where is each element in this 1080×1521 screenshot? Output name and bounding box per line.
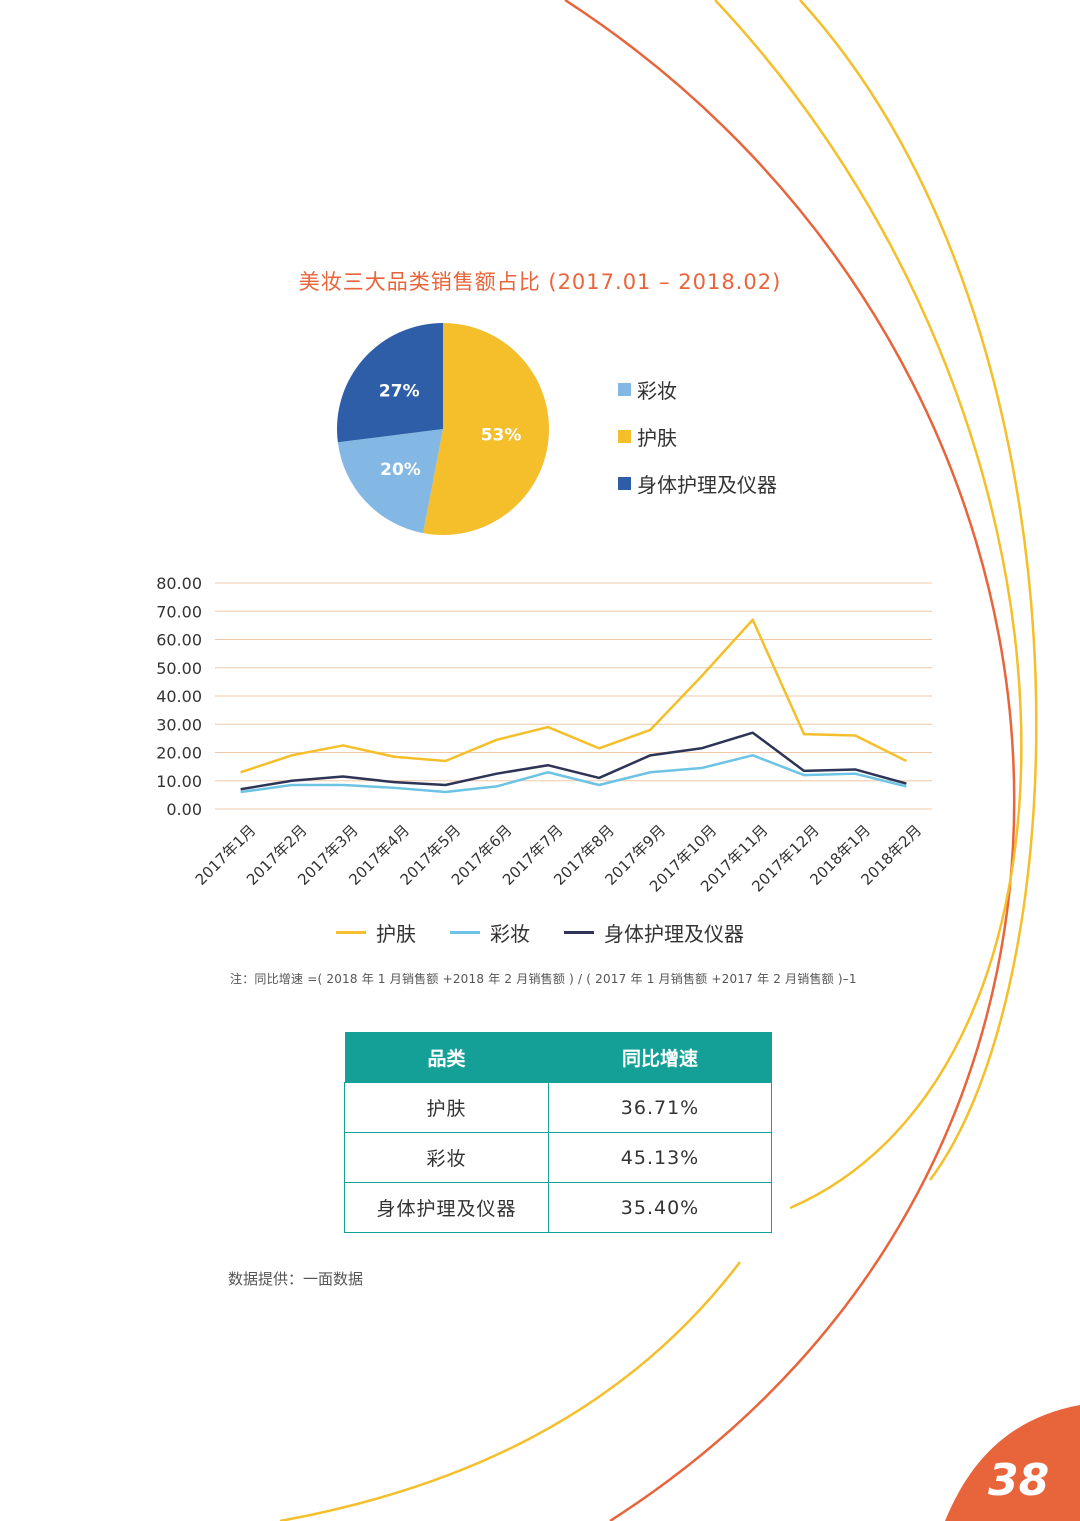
line-chart: 0.00 10.00 20.00 30.00 40.00 50.00 60.00 70.00 8… — [156, 574, 932, 896]
legend-swatch-skincare — [618, 430, 631, 443]
table-row: 护肤 36.71% — [344, 1082, 772, 1133]
pie-slice-1 — [337, 429, 443, 534]
line-legend-item-skincare: 护肤 — [336, 918, 416, 947]
page-corner-tab — [945, 1405, 1080, 1521]
y-tick-label: 0.00 — [166, 800, 202, 819]
line-legend-label: 身体护理及仪器 — [604, 922, 744, 946]
formula-note: 注：同比增速 =( 2018 年 1 月销售额 +2018 年 2 月销售额 )… — [230, 972, 857, 986]
line-legend-label: 护肤 — [376, 922, 416, 946]
y-tick-label: 10.00 — [156, 772, 202, 791]
pie-legend-label: 彩妆 — [637, 379, 677, 403]
table-row: 身体护理及仪器 35.40% — [344, 1182, 772, 1233]
series-line-2 — [240, 731, 907, 791]
pie-legend: 彩妆 护肤 身体护理及仪器 — [618, 366, 777, 507]
table-cell-category: 彩妆 — [344, 1132, 549, 1183]
line-legend-label: 彩妆 — [490, 922, 530, 946]
table-row: 彩妆 45.13% — [344, 1132, 772, 1183]
y-tick-label: 50.00 — [156, 659, 202, 678]
pie-chart-title: 美妆三大品类销售额占比 (2017.01 – 2018.02) — [298, 270, 782, 294]
table-cell-growth: 35.40% — [548, 1182, 772, 1233]
pie-legend-item-makeup: 彩妆 — [618, 366, 777, 413]
pie-chart: 53% 20% 27% — [337, 323, 549, 535]
legend-swatch-body — [618, 477, 631, 490]
table-cell-category: 护肤 — [344, 1082, 549, 1133]
line-legend-item-body: 身体护理及仪器 — [564, 918, 744, 947]
y-tick-label: 40.00 — [156, 687, 202, 706]
y-tick-label: 60.00 — [156, 631, 202, 650]
y-tick-label: 20.00 — [156, 744, 202, 763]
pie-slice-label: 27% — [379, 381, 420, 401]
line-legend-swatch-makeup — [450, 931, 480, 934]
y-tick-label: 80.00 — [156, 574, 202, 593]
series-line-1 — [240, 754, 907, 794]
table-cell-growth: 45.13% — [548, 1132, 772, 1183]
series-line-0 — [240, 618, 907, 774]
table-header-category: 品类 — [344, 1032, 549, 1083]
table-header-growth: 同比增速 — [548, 1032, 772, 1083]
table-header-row: 品类 同比增速 — [344, 1032, 772, 1083]
line-legend-swatch-body — [564, 931, 594, 934]
line-legend: 护肤 彩妆 身体护理及仪器 — [0, 918, 1080, 947]
table-cell-growth: 36.71% — [548, 1082, 772, 1133]
line-legend-swatch-skincare — [336, 931, 366, 934]
pie-slice-0 — [423, 323, 549, 535]
page-number: 38 — [988, 1455, 1050, 1506]
pie-legend-label: 身体护理及仪器 — [637, 473, 777, 497]
pie-slice-label: 20% — [380, 460, 421, 480]
pie-legend-item-skincare: 护肤 — [618, 413, 777, 460]
y-tick-label: 30.00 — [156, 715, 202, 734]
pie-slice-2 — [337, 323, 443, 443]
y-tick-label: 70.00 — [156, 602, 202, 621]
line-legend-item-makeup: 彩妆 — [450, 918, 530, 947]
legend-swatch-makeup — [618, 383, 631, 396]
pie-legend-label: 护肤 — [637, 426, 677, 450]
pie-slice-label: 53% — [481, 425, 522, 445]
data-source: 数据提供：一面数据 — [228, 1270, 364, 1288]
pie-legend-item-body: 身体护理及仪器 — [618, 460, 777, 507]
growth-table: 品类 同比增速 护肤 36.71% 彩妆 45.13% 身体护理及仪器 35.4… — [344, 1032, 772, 1233]
table-cell-category: 身体护理及仪器 — [344, 1182, 549, 1233]
